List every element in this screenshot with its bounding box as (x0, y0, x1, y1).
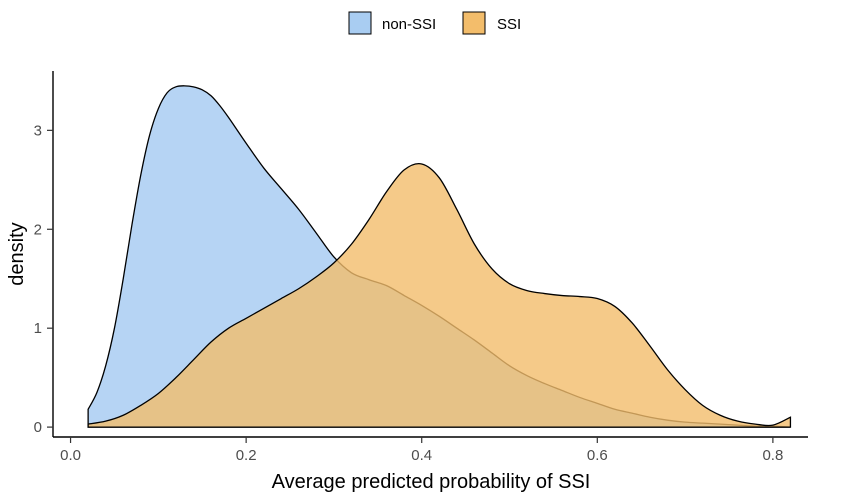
x-tick-label: 0.8 (762, 447, 783, 464)
density-area-ssi (87, 163, 792, 428)
legend: non-SSI SSI (348, 11, 521, 35)
y-tick-label: 1 (34, 320, 42, 337)
legend-swatch-non-ssi (348, 11, 372, 35)
legend-label-non-ssi: non-SSI (382, 16, 436, 33)
x-axis-ticks: 0.0 0.2 0.4 0.6 0.8 (60, 437, 783, 464)
x-tick-label: 0.2 (236, 447, 257, 464)
series-layer (87, 85, 792, 428)
y-tick-label: 3 (34, 122, 42, 139)
y-axis-ticks: 0 1 2 3 (34, 122, 53, 436)
x-axis-title: Average predicted probability of SSI (272, 471, 591, 493)
x-tick-label: 0.4 (411, 447, 432, 464)
y-axis-title: density (6, 222, 28, 285)
x-tick-label: 0.6 (587, 447, 608, 464)
x-tick-label: 0.0 (60, 447, 81, 464)
legend-swatch-ssi (462, 11, 486, 35)
legend-label-ssi: SSI (497, 16, 521, 33)
y-tick-label: 2 (34, 221, 42, 238)
y-tick-label: 0 (34, 419, 42, 436)
